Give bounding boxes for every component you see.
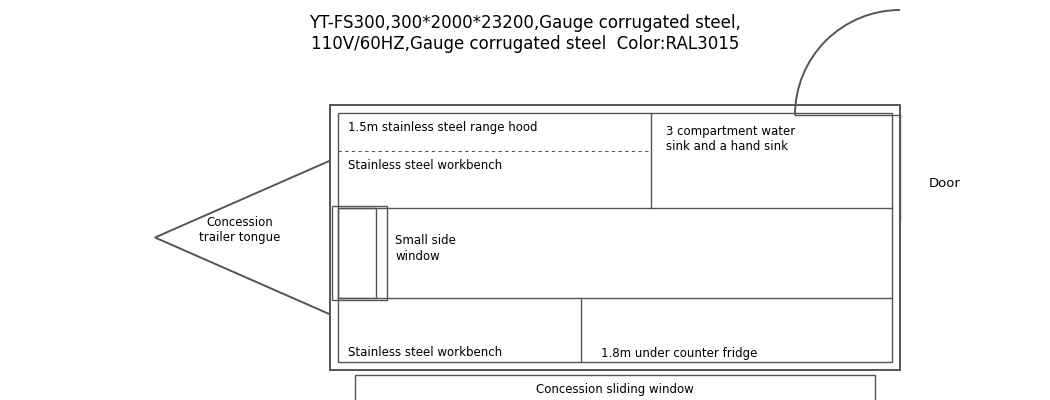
Text: YT-FS300,300*2000*23200,Gauge corrugated steel,
110V/60HZ,Gauge corrugated steel: YT-FS300,300*2000*23200,Gauge corrugated…	[309, 14, 741, 53]
Text: 1.8m under counter fridge: 1.8m under counter fridge	[601, 346, 757, 360]
Text: Concession
trailer tongue: Concession trailer tongue	[200, 216, 280, 244]
Text: Small side
window: Small side window	[395, 234, 456, 262]
Text: Door: Door	[929, 177, 961, 190]
Bar	[338, 113, 892, 362]
Text: 3 compartment water
sink and a hand sink: 3 compartment water sink and a hand sink	[666, 125, 795, 153]
Bar	[330, 105, 900, 370]
Text: Stainless steel workbench: Stainless steel workbench	[348, 159, 502, 172]
Bar	[332, 206, 387, 300]
Bar	[355, 375, 875, 400]
Text: 1.5m stainless steel range hood: 1.5m stainless steel range hood	[348, 121, 538, 134]
Text: Concession sliding window: Concession sliding window	[537, 382, 694, 396]
Bar	[338, 208, 376, 298]
Text: Stainless steel workbench: Stainless steel workbench	[348, 346, 502, 360]
